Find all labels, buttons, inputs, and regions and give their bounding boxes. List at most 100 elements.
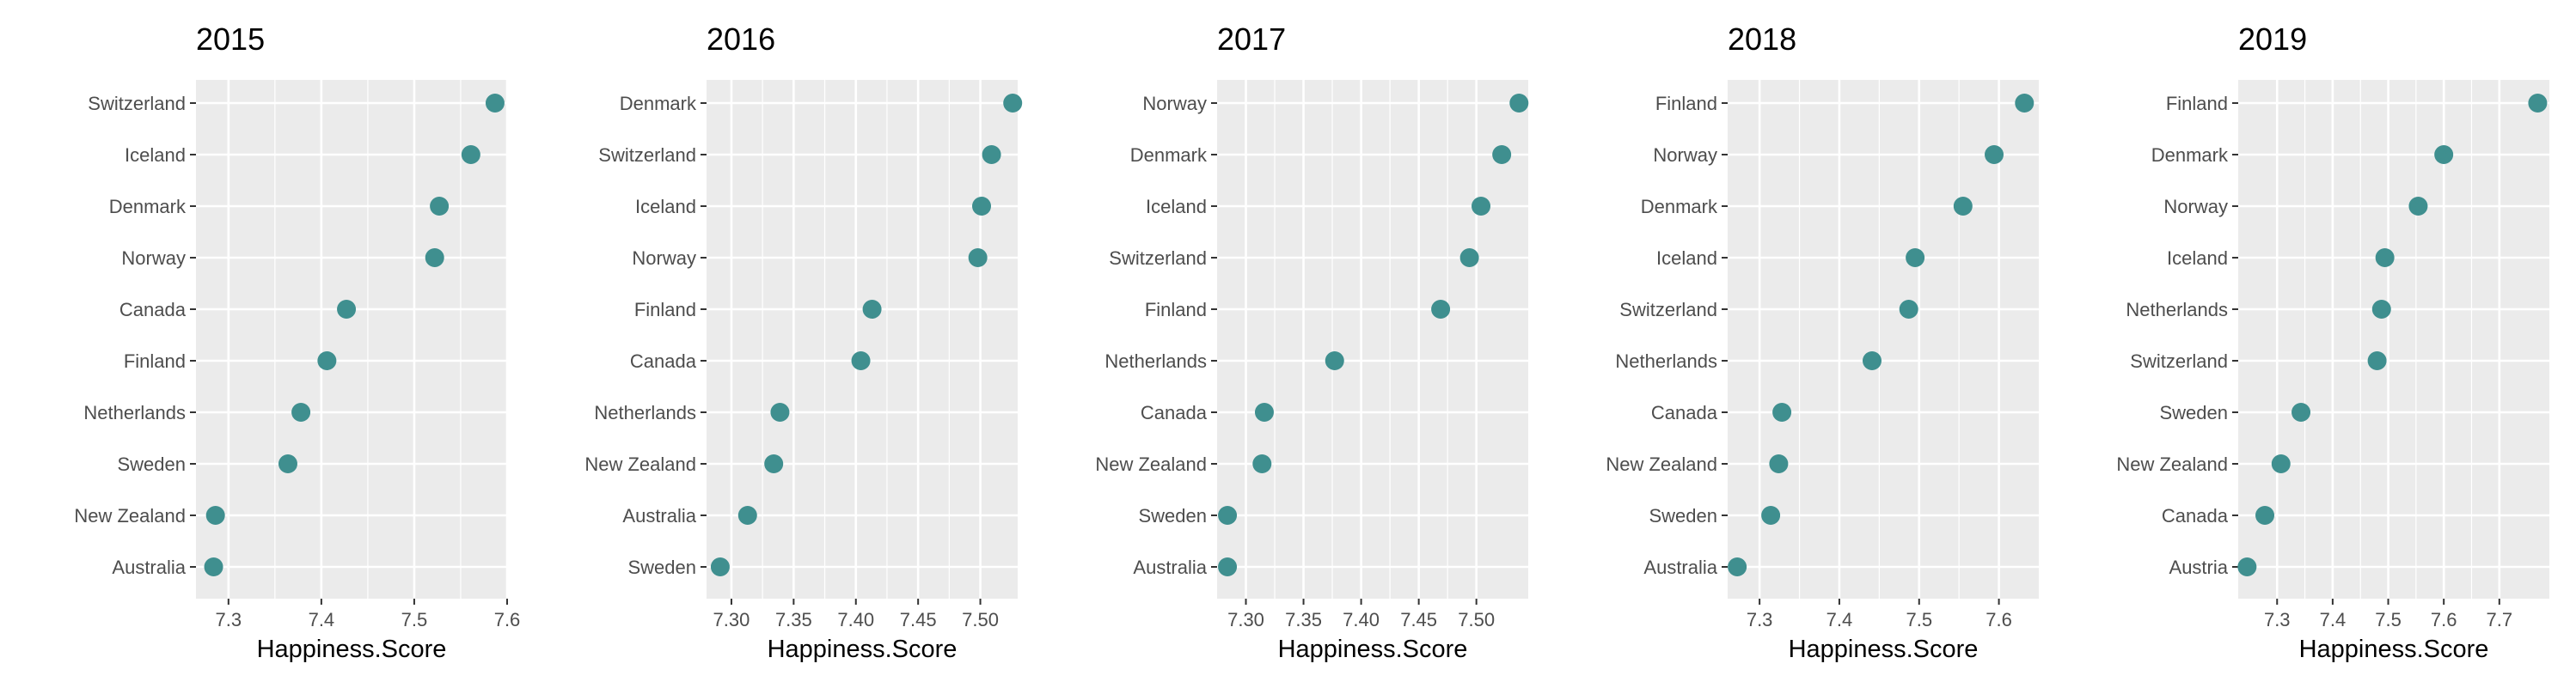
y-tick-label: New Zealand — [1095, 454, 1207, 475]
data-point — [968, 248, 988, 267]
data-point — [764, 454, 784, 473]
x-tick-label: 7.50 — [962, 609, 999, 630]
x-tick-label: 7.3 — [1747, 609, 1773, 630]
x-tick-label: 7.5 — [401, 609, 428, 630]
y-tick-label: Norway — [1142, 93, 1207, 114]
x-axis-title: Happiness.Score — [2299, 636, 2489, 663]
data-point — [2015, 94, 2034, 113]
data-point — [205, 506, 225, 525]
x-tick-label: 7.35 — [775, 609, 812, 630]
y-tick-label: Finland — [124, 350, 186, 372]
data-point — [1325, 351, 1344, 370]
data-point — [1985, 145, 2004, 164]
x-tick-label: 7.6 — [1986, 609, 2012, 630]
y-tick-label: Canada — [2162, 505, 2229, 527]
y-tick-label: Sweden — [117, 454, 186, 475]
data-point — [982, 145, 1001, 164]
data-point — [1728, 557, 1747, 576]
data-point — [278, 454, 297, 473]
y-tick-label: Canada — [630, 350, 697, 372]
data-point — [1254, 403, 1274, 422]
y-tick-label: Switzerland — [598, 144, 696, 166]
x-tick-label: 7.4 — [1826, 609, 1853, 630]
data-point — [737, 506, 757, 525]
data-point — [1252, 454, 1272, 473]
x-tick-label: 7.5 — [2375, 609, 2402, 630]
data-point — [1431, 300, 1451, 319]
panel-title: 2016 — [707, 21, 775, 57]
x-tick-label: 7.30 — [713, 609, 750, 630]
y-tick-label: Norway — [121, 247, 186, 269]
chart-panel-2018: 2018 Finland Norway Denmark Iceland Switzerla… — [1606, 21, 2039, 663]
x-tick-label: 7.50 — [1458, 609, 1495, 630]
x-tick-label: 7.4 — [309, 609, 335, 630]
y-tick-label: Switzerland — [88, 93, 186, 114]
y-tick-label: New Zealand — [584, 454, 696, 475]
x-tick-label: 7.3 — [216, 609, 242, 630]
data-point — [851, 351, 871, 370]
y-tick-label: Denmark — [1641, 196, 1718, 217]
data-point — [317, 351, 337, 370]
y-tick-label: Iceland — [125, 144, 186, 166]
data-point — [291, 403, 311, 422]
x-tick-label: 7.45 — [900, 609, 937, 630]
y-tick-label: Sweden — [627, 557, 696, 578]
data-point — [1953, 197, 1973, 216]
data-point — [2434, 145, 2454, 164]
y-tick-label: Canada — [1141, 402, 1208, 423]
y-tick-label: Finland — [1145, 299, 1207, 320]
data-point — [2255, 506, 2275, 525]
y-tick-label: Finland — [2166, 93, 2228, 114]
x-tick-label: 7.6 — [2431, 609, 2457, 630]
data-point — [1218, 506, 1238, 525]
data-point — [485, 94, 505, 113]
y-tick-label: Norway — [1653, 144, 1717, 166]
x-tick-label: 7.40 — [837, 609, 874, 630]
y-tick-label: Norway — [2163, 196, 2228, 217]
y-tick-label: Finland — [1655, 93, 1717, 114]
x-axis-title: Happiness.Score — [1789, 636, 1979, 663]
y-tick-label: Iceland — [1656, 247, 1717, 269]
data-point — [425, 248, 444, 267]
x-tick-label: 7.35 — [1285, 609, 1322, 630]
data-point — [337, 300, 357, 319]
data-point — [2237, 557, 2257, 576]
y-tick-label: Austria — [2169, 557, 2229, 578]
y-tick-label: Denmark — [2151, 144, 2229, 166]
data-point — [2291, 403, 2311, 422]
data-point — [2367, 351, 2387, 370]
y-tick-label: Netherlands — [1104, 350, 1207, 372]
x-tick-label: 7.3 — [2264, 609, 2291, 630]
chart-panel-2019: 2019 Finland Denmark Norway Iceland Netherlan… — [2116, 21, 2549, 663]
x-axis-title: Happiness.Score — [1278, 636, 1468, 663]
data-point — [1863, 351, 1882, 370]
y-tick-label: Denmark — [109, 196, 187, 217]
y-tick-label: Iceland — [2167, 247, 2228, 269]
y-tick-label: Netherlands — [594, 402, 696, 423]
data-point — [1772, 403, 1792, 422]
data-point — [862, 300, 882, 319]
y-tick-label: Canada — [1651, 402, 1718, 423]
data-point — [2528, 94, 2548, 113]
y-tick-label: New Zealand — [74, 505, 186, 527]
data-point — [2271, 454, 2291, 473]
y-tick-label: Iceland — [635, 196, 696, 217]
y-tick-label: Iceland — [1146, 196, 1207, 217]
y-tick-label: Netherlands — [1615, 350, 1717, 372]
x-tick-label: 7.7 — [2487, 609, 2513, 630]
y-tick-label: Canada — [119, 299, 187, 320]
panel-title: 2018 — [1728, 21, 1796, 57]
chart-panel-2017: 2017 Norway Denmark Iceland Switzerland Finla… — [1095, 21, 1529, 663]
data-point — [204, 557, 223, 576]
data-point — [2408, 197, 2428, 216]
panel-title: 2019 — [2238, 21, 2307, 57]
x-tick-label: 7.45 — [1400, 609, 1437, 630]
panel-title: 2017 — [1217, 21, 1286, 57]
x-tick-label: 7.30 — [1227, 609, 1264, 630]
panel-background — [196, 80, 507, 599]
data-point — [710, 557, 730, 576]
y-tick-label: Netherlands — [83, 402, 186, 423]
y-tick-label: Australia — [622, 505, 696, 527]
data-point — [1492, 145, 1512, 164]
